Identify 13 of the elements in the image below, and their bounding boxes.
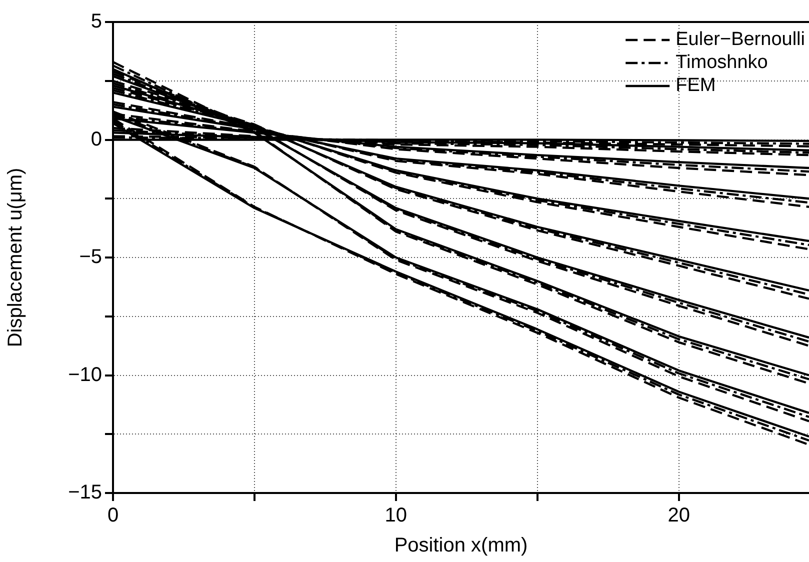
legend-label: Euler−Bernoulli <box>676 29 806 50</box>
y-axis-title: Displacement u(μm) <box>4 168 27 348</box>
y-tick-label: 0 <box>90 128 102 150</box>
y-tick-label: −15 <box>68 482 102 504</box>
x-tick-label: 20 <box>668 504 690 527</box>
y-tick-label: 5 <box>90 10 102 33</box>
legend-label: Timoshnko <box>676 52 768 74</box>
x-tick-label: 10 <box>384 504 408 527</box>
legend-label: FEM <box>676 75 716 96</box>
y-tick-label: −5 <box>79 246 102 268</box>
x-tick-label: 0 <box>107 504 119 527</box>
x-axis-title: Position x(mm) <box>394 534 528 557</box>
y-tick-label: −10 <box>68 364 102 386</box>
